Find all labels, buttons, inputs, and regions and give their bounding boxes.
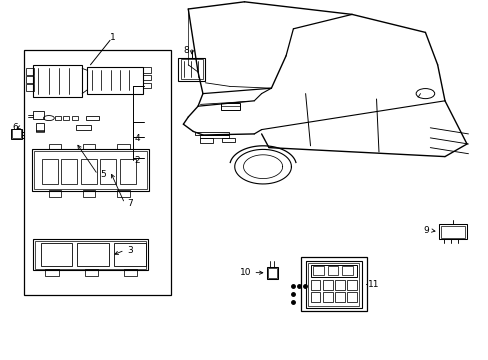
Bar <box>199 138 213 143</box>
Bar <box>438 224 466 239</box>
Bar <box>194 132 228 135</box>
Bar <box>34 151 146 189</box>
Bar <box>143 67 150 73</box>
Bar <box>221 103 239 110</box>
Bar <box>310 265 356 277</box>
Bar <box>222 138 234 142</box>
Bar <box>114 243 145 266</box>
Bar <box>63 116 69 120</box>
Text: 8: 8 <box>183 46 189 55</box>
Bar <box>12 129 20 138</box>
Bar <box>310 292 320 302</box>
Bar <box>143 75 150 80</box>
Bar <box>440 226 464 238</box>
Bar <box>72 116 78 120</box>
Bar <box>32 149 149 191</box>
Text: 2: 2 <box>134 156 140 165</box>
Bar <box>36 130 44 132</box>
Text: 11: 11 <box>367 280 379 289</box>
Bar <box>120 159 136 184</box>
Text: 9: 9 <box>423 226 428 235</box>
Bar <box>310 280 320 290</box>
Bar <box>342 266 352 275</box>
Bar <box>346 292 356 302</box>
Bar <box>143 83 150 88</box>
Bar <box>83 190 95 197</box>
Bar <box>11 129 21 139</box>
Bar <box>100 159 116 184</box>
Text: 1: 1 <box>110 33 116 42</box>
Bar <box>77 243 109 266</box>
Bar <box>26 76 34 83</box>
Bar <box>334 292 344 302</box>
Text: 3: 3 <box>127 246 133 255</box>
Bar <box>327 266 338 275</box>
Text: 6: 6 <box>12 123 18 132</box>
Bar <box>83 144 95 149</box>
Bar <box>300 257 366 311</box>
Bar <box>81 159 97 184</box>
Bar <box>84 269 98 276</box>
Bar <box>117 190 129 197</box>
Bar <box>33 111 44 119</box>
Text: 10: 10 <box>240 268 251 277</box>
Bar <box>117 144 129 149</box>
Text: 4: 4 <box>134 134 140 143</box>
Bar <box>312 266 323 275</box>
Bar <box>334 280 344 290</box>
Bar <box>200 135 228 138</box>
Bar <box>266 267 278 279</box>
Bar <box>41 243 72 266</box>
Bar <box>267 268 276 278</box>
Bar <box>322 280 332 290</box>
Bar <box>307 263 359 306</box>
Bar <box>55 116 61 120</box>
Bar <box>33 239 148 270</box>
Bar <box>35 241 146 269</box>
Bar <box>76 125 91 130</box>
Bar <box>181 59 203 79</box>
Bar <box>61 159 77 184</box>
Bar <box>45 269 59 276</box>
Bar <box>26 68 34 75</box>
Bar <box>346 280 356 290</box>
Text: 7: 7 <box>127 199 133 208</box>
Text: 5: 5 <box>100 170 106 179</box>
Bar <box>36 123 44 131</box>
Bar <box>85 116 99 120</box>
Bar <box>49 190 61 197</box>
Bar <box>33 65 82 97</box>
Bar <box>49 144 61 149</box>
Bar <box>87 67 143 94</box>
Bar <box>41 159 58 184</box>
Bar <box>26 84 34 91</box>
Bar <box>322 292 332 302</box>
Bar <box>24 50 171 295</box>
Bar <box>305 261 361 308</box>
Bar <box>178 58 205 81</box>
Bar <box>123 269 137 276</box>
